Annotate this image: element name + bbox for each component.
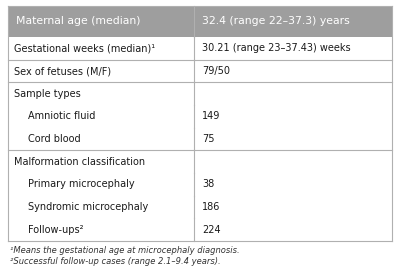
Bar xyxy=(8,6,392,37)
Text: Follow-ups²: Follow-ups² xyxy=(28,225,84,235)
Text: ²Successful follow-up cases (range 2.1–9.4 years).: ²Successful follow-up cases (range 2.1–9… xyxy=(10,257,221,266)
Text: 149: 149 xyxy=(202,111,221,121)
Text: 38: 38 xyxy=(202,179,214,189)
Text: Primary microcephaly: Primary microcephaly xyxy=(28,179,135,189)
Bar xyxy=(8,37,392,60)
Text: Gestational weeks (median)¹: Gestational weeks (median)¹ xyxy=(14,43,155,53)
Bar xyxy=(8,105,392,128)
Text: Sex of fetuses (M/F): Sex of fetuses (M/F) xyxy=(14,66,111,76)
Text: Malformation classification: Malformation classification xyxy=(14,157,145,167)
Text: 30.21 (range 23–37.43) weeks: 30.21 (range 23–37.43) weeks xyxy=(202,43,351,53)
Text: Maternal age (median): Maternal age (median) xyxy=(16,16,140,27)
Text: Amniotic fluid: Amniotic fluid xyxy=(28,111,95,121)
Text: 32.4 (range 22–37.3) years: 32.4 (range 22–37.3) years xyxy=(202,16,350,27)
Bar xyxy=(8,82,392,105)
Text: 75: 75 xyxy=(202,134,215,144)
Text: ¹Means the gestational age at microcephaly diagnosis.: ¹Means the gestational age at microcepha… xyxy=(10,246,240,255)
Bar xyxy=(8,128,392,150)
Text: 224: 224 xyxy=(202,225,221,235)
Text: Sample types: Sample types xyxy=(14,89,81,99)
Text: 79/50: 79/50 xyxy=(202,66,230,76)
Bar xyxy=(8,173,392,196)
Text: 186: 186 xyxy=(202,202,221,212)
Bar xyxy=(8,218,392,241)
Bar xyxy=(8,60,392,82)
Text: Cord blood: Cord blood xyxy=(28,134,81,144)
Text: Syndromic microcephaly: Syndromic microcephaly xyxy=(28,202,148,212)
Bar xyxy=(8,196,392,218)
Bar xyxy=(8,150,392,173)
